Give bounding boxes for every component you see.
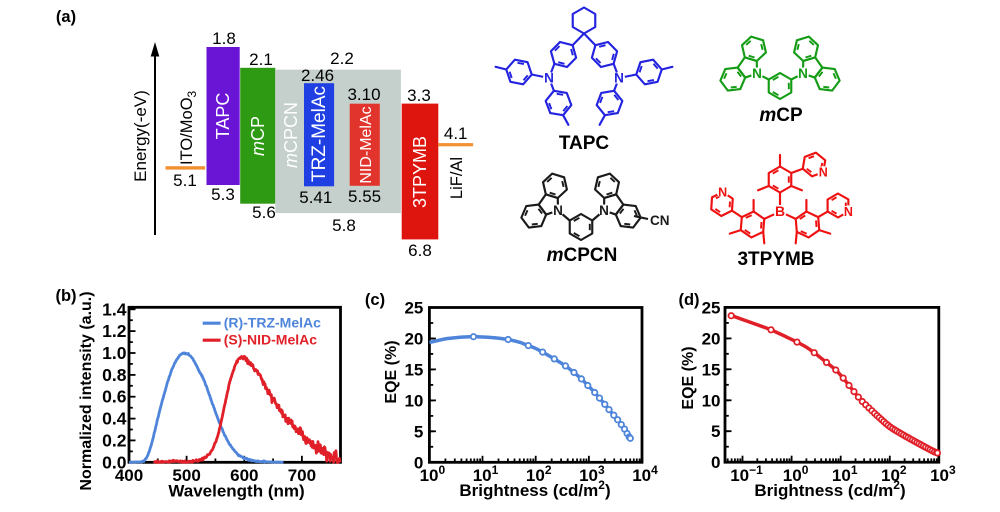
- svg-text:4.1: 4.1: [444, 124, 468, 143]
- svg-text:0.6: 0.6: [102, 387, 127, 407]
- svg-text:N: N: [599, 203, 609, 218]
- svg-text:0.4: 0.4: [102, 409, 127, 429]
- svg-text:103: 103: [930, 463, 956, 485]
- svg-text:2.2: 2.2: [330, 49, 354, 68]
- svg-text:ITO/MoO3: ITO/MoO3: [178, 90, 199, 165]
- svg-text:N: N: [844, 205, 853, 219]
- svg-text:N: N: [553, 203, 563, 218]
- svg-text:5.55: 5.55: [348, 187, 381, 206]
- svg-text:1.8: 1.8: [212, 29, 236, 48]
- svg-text:N: N: [752, 66, 762, 81]
- svg-text:(R)-TRZ-MelAc: (R)-TRZ-MelAc: [224, 315, 321, 331]
- svg-text:Brightness (cd/m2): Brightness (cd/m2): [754, 478, 905, 500]
- svg-text:3TPYMB: 3TPYMB: [410, 136, 430, 208]
- svg-text:15: 15: [702, 360, 721, 379]
- svg-text:0: 0: [414, 453, 423, 472]
- svg-text:TAPC: TAPC: [559, 133, 610, 154]
- svg-text:(b): (b): [55, 287, 76, 305]
- svg-text:EQE (%): EQE (%): [680, 346, 697, 409]
- svg-text:CN: CN: [650, 213, 670, 228]
- svg-text:TAPC: TAPC: [213, 93, 233, 140]
- svg-text:6.8: 6.8: [408, 241, 432, 260]
- svg-text:2.1: 2.1: [249, 50, 273, 69]
- svg-text:100: 100: [420, 463, 446, 485]
- svg-text:25: 25: [702, 298, 721, 317]
- svg-text:mCPCN: mCPCN: [281, 102, 301, 168]
- svg-text:(c): (c): [365, 291, 385, 309]
- svg-text:3TPYMB: 3TPYMB: [737, 249, 814, 270]
- svg-text:EQE (%): EQE (%): [383, 340, 400, 403]
- svg-text:5.8: 5.8: [332, 216, 356, 235]
- svg-text:0.0: 0.0: [102, 452, 127, 472]
- svg-text:600: 600: [230, 466, 258, 485]
- svg-text:1.2: 1.2: [102, 321, 127, 341]
- svg-text:5: 5: [414, 422, 423, 441]
- svg-text:N: N: [819, 166, 828, 180]
- svg-text:1.0: 1.0: [102, 343, 127, 363]
- svg-text:(S)-NID-MelAc: (S)-NID-MelAc: [224, 332, 318, 348]
- svg-text:0: 0: [711, 453, 720, 472]
- svg-text:N: N: [614, 71, 624, 86]
- svg-text:3.3: 3.3: [407, 86, 431, 105]
- svg-text:1.4: 1.4: [102, 299, 127, 319]
- svg-text:N: N: [798, 66, 808, 81]
- svg-text:15: 15: [404, 360, 423, 379]
- svg-text:20: 20: [404, 330, 423, 349]
- svg-text:Brightness (cd/m2): Brightness (cd/m2): [459, 478, 610, 500]
- svg-text:5.41: 5.41: [299, 188, 332, 207]
- svg-text:N: N: [718, 185, 727, 199]
- svg-text:5.6: 5.6: [252, 203, 276, 222]
- svg-text:TRZ-MelAc: TRZ-MelAc: [309, 86, 330, 182]
- svg-text:0.8: 0.8: [102, 365, 127, 385]
- svg-text:400: 400: [115, 466, 143, 485]
- svg-text:NID-MelAc: NID-MelAc: [358, 106, 375, 183]
- svg-text:N: N: [544, 71, 554, 86]
- svg-text:5: 5: [711, 422, 720, 441]
- svg-text:Normalized intensity (a.u.): Normalized intensity (a.u.): [78, 291, 95, 490]
- svg-text:B: B: [775, 203, 785, 219]
- svg-text:5.1: 5.1: [173, 171, 197, 190]
- svg-text:500: 500: [172, 466, 200, 485]
- svg-text:700: 700: [288, 466, 316, 485]
- svg-text:5.3: 5.3: [211, 185, 235, 204]
- svg-text:3.10: 3.10: [347, 85, 380, 104]
- svg-text:20: 20: [702, 329, 721, 348]
- svg-text:Wavelength (nm): Wavelength (nm): [168, 482, 304, 501]
- svg-text:mCP: mCP: [759, 105, 803, 126]
- svg-text:2.46: 2.46: [301, 66, 334, 85]
- svg-text:10: 10: [702, 391, 721, 410]
- svg-text:(d): (d): [678, 291, 699, 309]
- svg-text:LiF/Al: LiF/Al: [448, 157, 466, 199]
- svg-text:104: 104: [632, 463, 658, 485]
- svg-text:10: 10: [404, 391, 423, 410]
- svg-text:Energy(-eV): Energy(-eV): [131, 90, 150, 182]
- svg-text:mCPCN: mCPCN: [547, 245, 618, 266]
- svg-text:(a): (a): [56, 8, 76, 26]
- svg-text:mCP: mCP: [248, 116, 268, 156]
- svg-text:0.2: 0.2: [102, 430, 127, 450]
- svg-text:25: 25: [404, 299, 423, 318]
